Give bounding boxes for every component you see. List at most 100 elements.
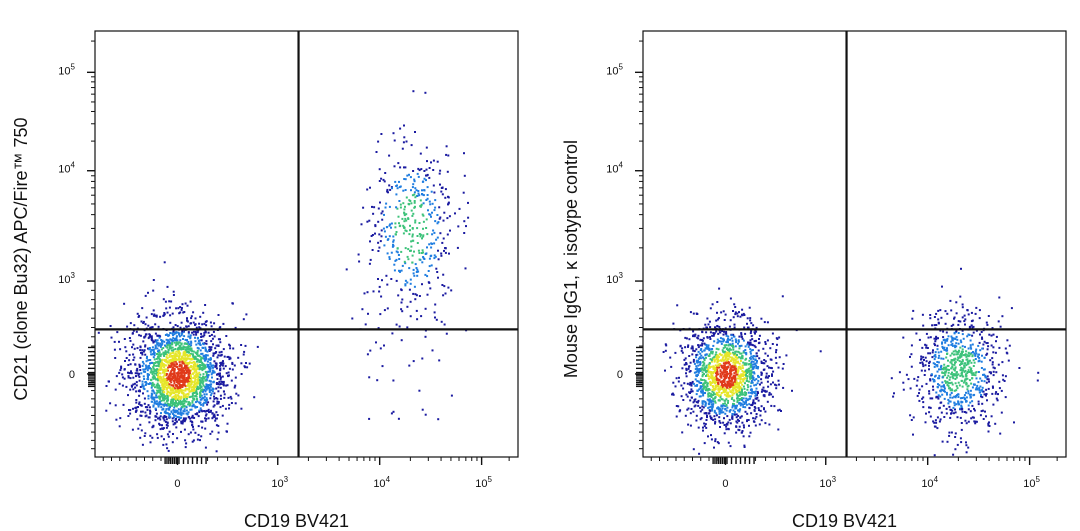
event-dot bbox=[174, 358, 176, 361]
event-dot bbox=[233, 386, 236, 389]
event-dot bbox=[202, 368, 205, 370]
event-dot bbox=[167, 390, 170, 393]
event-dot bbox=[420, 168, 423, 171]
event-dot bbox=[727, 383, 730, 386]
event-dot bbox=[174, 414, 177, 417]
event-dot bbox=[166, 403, 169, 406]
event-dot bbox=[189, 322, 192, 325]
event-dot bbox=[720, 311, 723, 314]
event-dot bbox=[970, 347, 973, 350]
event-dot bbox=[138, 375, 141, 378]
event-dot bbox=[169, 332, 172, 334]
event-dot bbox=[714, 400, 716, 403]
event-dot bbox=[971, 416, 974, 419]
event-dot bbox=[682, 399, 685, 401]
event-dot bbox=[211, 430, 214, 433]
event-dot bbox=[132, 343, 135, 346]
event-dot bbox=[762, 386, 765, 389]
event-dot bbox=[203, 410, 206, 412]
event-dot bbox=[424, 307, 427, 310]
event-dot bbox=[705, 364, 708, 367]
event-dot bbox=[909, 387, 912, 390]
event-dot bbox=[374, 232, 376, 235]
event-dot bbox=[151, 400, 154, 403]
event-dot bbox=[225, 384, 228, 387]
event-dot bbox=[196, 400, 199, 403]
event-dot bbox=[735, 425, 738, 428]
event-dot bbox=[726, 423, 729, 426]
event-dot bbox=[181, 385, 184, 388]
event-dot bbox=[178, 401, 180, 404]
event-dot bbox=[711, 303, 714, 306]
event-dot bbox=[708, 320, 711, 323]
event-dot bbox=[186, 353, 188, 356]
event-dot bbox=[731, 344, 734, 347]
event-dot bbox=[205, 397, 208, 400]
event-dot bbox=[737, 394, 739, 397]
event-dot bbox=[955, 371, 958, 374]
event-dot bbox=[212, 352, 215, 355]
event-dot bbox=[712, 367, 715, 370]
event-dot bbox=[386, 283, 389, 286]
event-dot bbox=[138, 334, 141, 337]
event-dot bbox=[435, 238, 438, 241]
event-dot bbox=[418, 252, 421, 254]
event-dot bbox=[772, 381, 774, 384]
event-dot bbox=[428, 213, 431, 216]
event-dot bbox=[742, 339, 745, 342]
event-dot bbox=[404, 262, 407, 265]
event-dot bbox=[925, 382, 928, 385]
event-dot bbox=[754, 332, 756, 335]
event-dot bbox=[190, 388, 193, 391]
event-dot bbox=[183, 311, 186, 313]
event-dot bbox=[105, 409, 108, 412]
event-dot bbox=[960, 404, 963, 407]
event-dot bbox=[740, 333, 743, 336]
event-dot bbox=[712, 418, 715, 421]
event-dot bbox=[690, 382, 693, 385]
event-dot bbox=[138, 394, 141, 397]
event-dot bbox=[701, 402, 704, 405]
event-dot bbox=[432, 229, 435, 232]
event-dot bbox=[194, 377, 197, 380]
event-dot bbox=[699, 395, 702, 398]
event-dot bbox=[202, 311, 205, 314]
event-dot bbox=[181, 330, 184, 333]
event-dot bbox=[761, 388, 764, 391]
event-dot bbox=[426, 197, 429, 200]
event-dot bbox=[185, 442, 188, 445]
event-dot bbox=[965, 350, 968, 353]
event-dot bbox=[178, 346, 181, 349]
event-dot bbox=[739, 352, 742, 355]
event-dot bbox=[393, 269, 396, 272]
event-dot bbox=[716, 301, 719, 303]
event-dot bbox=[717, 387, 720, 390]
event-dot bbox=[404, 284, 407, 287]
event-dot bbox=[707, 346, 710, 349]
event-dot bbox=[749, 319, 752, 322]
event-dot bbox=[413, 250, 415, 253]
event-dot bbox=[143, 378, 146, 380]
event-dot bbox=[738, 388, 741, 391]
event-dot bbox=[201, 323, 204, 326]
event-dot bbox=[208, 388, 211, 391]
event-dot bbox=[128, 409, 130, 411]
event-dot bbox=[213, 360, 216, 363]
event-dot bbox=[395, 258, 398, 261]
event-dot bbox=[701, 367, 704, 370]
event-dot bbox=[127, 371, 129, 374]
event-dot bbox=[714, 438, 717, 441]
event-dot bbox=[377, 220, 380, 223]
event-dot bbox=[940, 357, 943, 360]
event-dot bbox=[206, 350, 209, 353]
event-dot bbox=[954, 378, 957, 380]
event-dot bbox=[170, 381, 173, 384]
event-dot bbox=[171, 362, 173, 365]
event-dot bbox=[401, 147, 404, 150]
event-dot bbox=[179, 416, 182, 419]
event-dot bbox=[192, 425, 194, 428]
event-dot bbox=[945, 331, 948, 334]
event-dot bbox=[211, 376, 213, 379]
event-dot bbox=[924, 343, 927, 346]
event-dot bbox=[715, 380, 718, 383]
